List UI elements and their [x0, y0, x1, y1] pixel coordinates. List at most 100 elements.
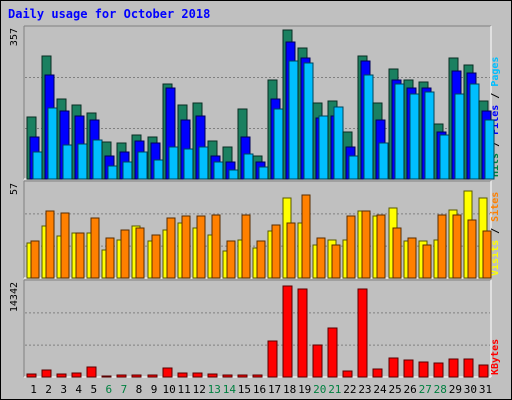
pages-bar-day-22 [348, 155, 359, 180]
sites-bar-day-9 [151, 234, 161, 279]
kbytes-bar-day-21 [327, 327, 338, 378]
x-tick-label: 6 [106, 383, 113, 396]
legend-entry: Pages [490, 57, 501, 87]
x-tick-label: 4 [75, 383, 82, 396]
pages-bar-day-19 [303, 62, 314, 180]
sites-bar-day-11 [181, 215, 191, 279]
kbytes-bar-day-12 [192, 372, 203, 378]
pages-bar-day-16 [258, 166, 269, 180]
kbytes-bar-day-28 [433, 362, 444, 378]
kbytes-bar-day-26 [403, 359, 414, 378]
legend-entry: KBytes [490, 339, 501, 375]
x-tick-label: 20 [313, 383, 326, 396]
sites-bar-day-31 [482, 230, 492, 279]
pages-bar-day-10 [168, 146, 179, 180]
kbytes-bar-day-15 [237, 374, 248, 378]
x-tick-label: 25 [388, 383, 401, 396]
kbytes-bar-day-1 [26, 373, 37, 378]
sites-bar-day-28 [437, 214, 447, 279]
kbytes-bar-day-7 [116, 374, 127, 378]
kbytes-bar-day-4 [71, 372, 82, 378]
pages-bar-day-24 [378, 142, 389, 180]
pages-bar-day-11 [183, 148, 194, 180]
kbytes-bar-day-23 [357, 288, 368, 378]
x-tick-label: 31 [479, 383, 492, 396]
hits-files-pages-ymax-label: 357 [9, 28, 20, 46]
kbytes-bar-day-9 [147, 374, 158, 378]
x-tick-label: 5 [90, 383, 97, 396]
sites-bar-day-10 [166, 217, 176, 279]
pages-bar-day-27 [424, 91, 435, 180]
sites-bar-day-4 [75, 232, 85, 279]
x-tick-label: 28 [434, 383, 447, 396]
kbytes-bar-day-8 [131, 374, 142, 378]
pages-bar-day-3 [62, 144, 73, 180]
x-tick-label: 12 [193, 383, 206, 396]
pages-bar-day-29 [454, 93, 465, 180]
sites-bar-day-24 [376, 214, 386, 279]
kbytes-bar-day-16 [252, 374, 263, 378]
sites-bar-day-14 [226, 240, 236, 279]
sites-bar-day-22 [346, 215, 356, 279]
sites-bar-day-8 [135, 227, 145, 279]
x-tick-label: 15 [238, 383, 251, 396]
x-tick-label: 24 [373, 383, 387, 396]
pages-bar-day-17 [273, 108, 284, 180]
sites-bar-day-21 [331, 244, 341, 279]
x-tick-label: 30 [464, 383, 477, 396]
kbytes-legend: KBytes [490, 339, 501, 375]
x-tick-label: 22 [343, 383, 356, 396]
pages-bar-day-9 [153, 159, 164, 180]
kbytes-bar-day-30 [463, 358, 474, 378]
kbytes-bar-day-14 [222, 374, 233, 378]
sites-bar-day-13 [211, 214, 221, 279]
pages-bar-day-26 [409, 93, 420, 180]
pages-bar-day-28 [439, 134, 450, 180]
x-tick-label: 10 [162, 383, 175, 396]
sites-bar-day-2 [45, 210, 55, 279]
kbytes-bar-day-13 [207, 373, 218, 378]
pages-bar-day-25 [394, 83, 405, 180]
x-tick-label: 7 [121, 383, 128, 396]
pages-bar-day-12 [198, 146, 209, 180]
sites-bar-day-15 [241, 214, 251, 279]
kbytes-bar-day-24 [372, 368, 383, 378]
sites-bar-day-16 [256, 240, 266, 279]
pages-bar-day-31 [484, 119, 495, 180]
visits-sites-legend: Visits / Sites [489, 192, 501, 276]
legend-entry: Visits [489, 240, 501, 276]
x-tick-label: 27 [419, 383, 432, 396]
x-tick-label: 13 [208, 383, 221, 396]
x-tick-label: 29 [449, 383, 462, 396]
kbytes-bar-day-29 [448, 358, 459, 378]
kbytes-bar-day-20 [312, 344, 323, 378]
x-tick-label: 21 [328, 383, 341, 396]
sites-bar-day-6 [105, 237, 115, 279]
sites-bar-day-20 [316, 237, 326, 279]
pages-bar-day-21 [333, 106, 344, 180]
legend-entry: / [490, 87, 501, 105]
sites-bar-day-29 [452, 214, 462, 279]
sites-bar-day-25 [392, 227, 402, 279]
legend-entry: / [490, 222, 501, 240]
kbytes-bar-day-19 [297, 288, 308, 378]
kbytes-bar-day-6 [101, 375, 112, 378]
sites-bar-day-3 [60, 212, 70, 279]
visits-sites-ymax-label: 57 [9, 183, 20, 195]
x-tick-label: 2 [45, 383, 52, 396]
pages-bar-day-20 [318, 115, 329, 180]
sites-bar-day-1 [30, 240, 40, 279]
sites-bar-day-27 [422, 244, 432, 279]
kbytes-bar-day-17 [267, 340, 278, 378]
x-tick-label: 9 [151, 383, 158, 396]
pages-bar-day-18 [288, 60, 299, 180]
pages-bar-day-13 [213, 161, 224, 180]
kbytes-bar-day-3 [56, 373, 67, 378]
pages-bar-day-23 [363, 74, 374, 180]
x-tick-label: 16 [253, 383, 266, 396]
kbytes-bar-day-22 [342, 370, 353, 378]
sites-bar-day-5 [90, 217, 100, 279]
pages-bar-day-6 [107, 165, 118, 180]
x-tick-label: 18 [283, 383, 296, 396]
